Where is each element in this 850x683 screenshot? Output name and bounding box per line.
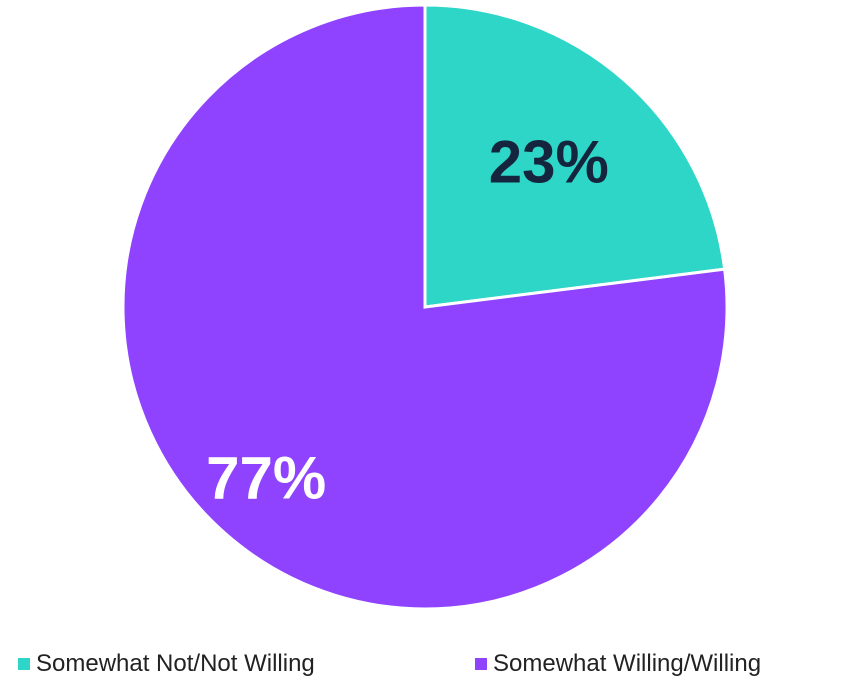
pie-data-label-1: 77%: [206, 444, 326, 511]
legend-item-somewhat-not-willing: Somewhat Not/Not Willing: [18, 648, 315, 680]
pie-slice-1: [121, 3, 729, 611]
legend-label: Somewhat Not/Not Willing: [36, 650, 315, 677]
legend-label: Somewhat Willing/Willing: [493, 650, 762, 677]
legend-swatch: [18, 658, 30, 670]
legend-item-somewhat-willing: Somewhat Willing/Willing: [475, 648, 761, 680]
legend-swatch: [475, 658, 487, 670]
pie-slices: [121, 3, 729, 611]
pie-data-label-0: 23%: [489, 128, 609, 195]
pie-slice-0: [423, 3, 727, 309]
legend: Somewhat Not/Not Willing Somewhat Willin…: [0, 648, 850, 680]
pie-data-labels: 23% 77%: [206, 128, 609, 511]
